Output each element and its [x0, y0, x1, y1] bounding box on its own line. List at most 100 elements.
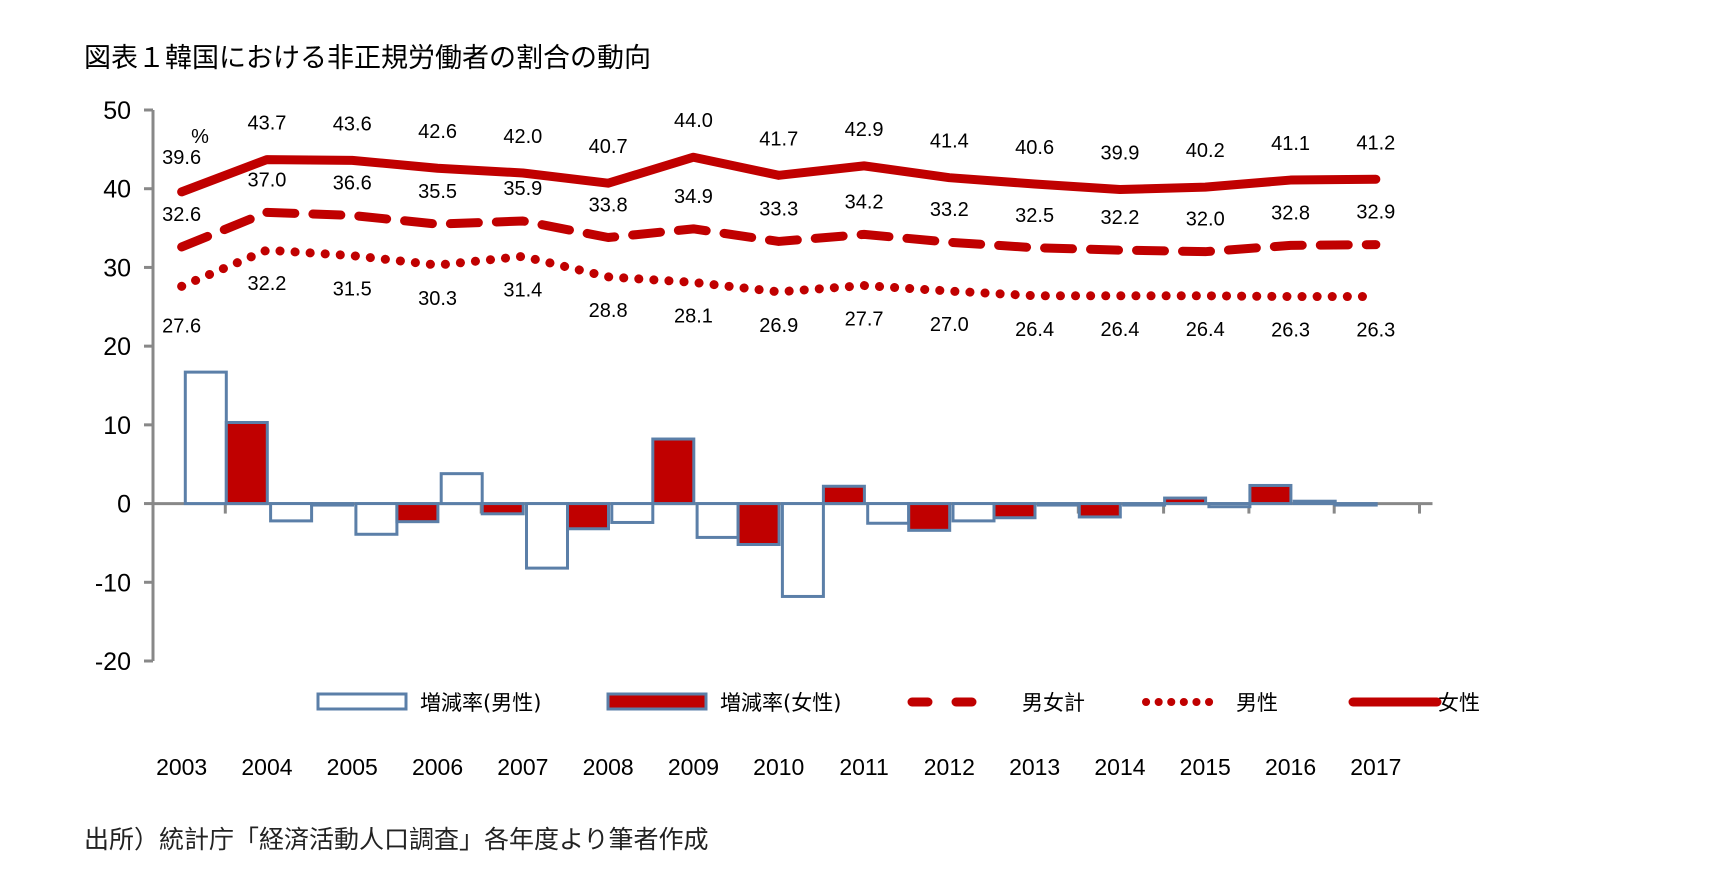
data-label: 34.2 — [845, 191, 884, 213]
data-label: 40.2 — [1186, 140, 1225, 162]
data-label: 40.6 — [1015, 137, 1054, 159]
data-label: 32.2 — [1100, 207, 1139, 229]
bar-female-change — [310, 502, 355, 507]
data-label: 32.9 — [1356, 202, 1395, 224]
bar-female-change — [566, 502, 610, 531]
bar-female-change — [651, 437, 696, 506]
x-tick-label: 2006 — [412, 754, 463, 780]
y-tick-label: 50 — [103, 97, 131, 125]
chart-title: 図表１韓国における非正規労働者の割合の動向 — [84, 43, 651, 74]
data-label: 27.6 — [162, 315, 201, 337]
bar-female-change — [224, 420, 269, 506]
data-label: 26.4 — [1100, 319, 1139, 341]
bar-male-change — [439, 472, 484, 506]
bar-male-change — [525, 502, 569, 570]
lines — [177, 152, 1381, 302]
data-label: 42.0 — [503, 126, 542, 148]
legend-label: 増減率(男性) — [420, 691, 541, 715]
data-label: 42.9 — [845, 119, 884, 141]
legend-item: 女性 — [1348, 691, 1480, 715]
bar-male-change — [354, 502, 399, 536]
legend-label: 男女計 — [1022, 691, 1085, 715]
x-tick-label: 2008 — [583, 754, 634, 780]
data-label: 26.3 — [1356, 320, 1395, 342]
bar-female-change — [480, 502, 525, 516]
data-label: 43.7 — [247, 113, 286, 135]
data-label: 31.4 — [503, 279, 542, 301]
bars — [183, 370, 1378, 598]
data-label: 44.0 — [674, 110, 713, 132]
bar-male-change — [951, 502, 996, 523]
bar-female-change — [821, 484, 866, 506]
data-label: 28.8 — [589, 300, 628, 322]
legend-label: 男性 — [1236, 691, 1278, 715]
data-label: 41.7 — [759, 128, 798, 150]
y-tick-label: 10 — [103, 412, 131, 440]
legend: 増減率(男性) 増減率(女性) 男女計 男性 女性 — [316, 691, 1480, 715]
bar-male-change — [780, 502, 825, 598]
bar-female-change — [736, 502, 781, 547]
x-tick-label: 2015 — [1180, 754, 1231, 780]
bar-female-change — [1077, 502, 1122, 519]
data-label: 32.5 — [1015, 205, 1054, 227]
bar-male-change — [1292, 499, 1337, 506]
data-label: 33.2 — [930, 199, 969, 221]
series-line-dashed — [177, 207, 1381, 257]
data-label: 42.6 — [418, 121, 457, 143]
x-tick-label: 2005 — [327, 754, 378, 780]
x-tick-label: 2010 — [753, 754, 804, 780]
x-tick-label: 2003 — [156, 754, 207, 780]
bar-male-change — [269, 502, 314, 523]
x-tick-label: 2013 — [1009, 754, 1060, 780]
data-label: 41.4 — [930, 131, 969, 153]
series-line-dotted — [177, 245, 1381, 302]
bar-female-change — [992, 502, 1037, 520]
x-tick-label: 2012 — [924, 754, 975, 780]
data-label: 28.1 — [674, 305, 713, 327]
legend-label: 増減率(女性) — [720, 691, 841, 715]
bar-male-change — [866, 502, 911, 525]
y-tick-label: 0 — [117, 491, 131, 519]
bar-male-change — [695, 502, 740, 539]
legend-swatch-outline-bar — [316, 692, 408, 711]
bar-female-change — [1248, 483, 1293, 506]
x-tick-label: 2007 — [497, 754, 548, 780]
unit-label: % — [191, 126, 209, 148]
data-label: 32.2 — [247, 273, 286, 295]
bar-male-change — [1036, 502, 1081, 507]
legend-item: 増減率(男性) — [316, 691, 541, 715]
bar-male-change — [183, 370, 228, 506]
data-label: 31.5 — [333, 279, 372, 301]
data-label: 26.3 — [1271, 320, 1310, 342]
bar-female-change — [907, 502, 952, 532]
bar-female-change — [1333, 502, 1378, 507]
x-tick-label: 2014 — [1094, 754, 1145, 780]
x-tick-label: 2009 — [668, 754, 719, 780]
data-label: 35.5 — [418, 181, 457, 203]
data-label: 35.9 — [503, 178, 542, 200]
bar-male-change — [1122, 502, 1167, 507]
bar-female-change — [1163, 496, 1208, 506]
y-tick-label: 40 — [103, 176, 131, 204]
series-line-solid — [177, 152, 1381, 197]
data-label: 26.4 — [1186, 319, 1225, 341]
data-label: 41.1 — [1271, 133, 1310, 155]
data-label: 26.4 — [1015, 319, 1054, 341]
data-label: 30.3 — [418, 288, 457, 310]
legend-swatch-filled-bar — [606, 692, 708, 711]
x-tick-label: 2004 — [241, 754, 292, 780]
y-tick-label: -20 — [95, 648, 131, 676]
data-label: 39.9 — [1100, 143, 1139, 165]
data-label: 39.6 — [162, 147, 201, 169]
legend-item: 男女計 — [907, 691, 1085, 715]
data-label: 34.9 — [674, 186, 713, 208]
data-label: 33.3 — [759, 198, 798, 220]
data-label: 43.6 — [333, 113, 372, 135]
data-label: 33.8 — [589, 195, 628, 217]
data-label: 32.8 — [1271, 202, 1310, 224]
x-tick-label: 2016 — [1265, 754, 1316, 780]
legend-label: 女性 — [1438, 691, 1480, 715]
y-tick-label: 20 — [103, 333, 131, 361]
data-labels: 32.6 37.0 36.6 35.5 35.9 33.8 34.9 33.3 34.2 33.2… — [162, 110, 1395, 341]
